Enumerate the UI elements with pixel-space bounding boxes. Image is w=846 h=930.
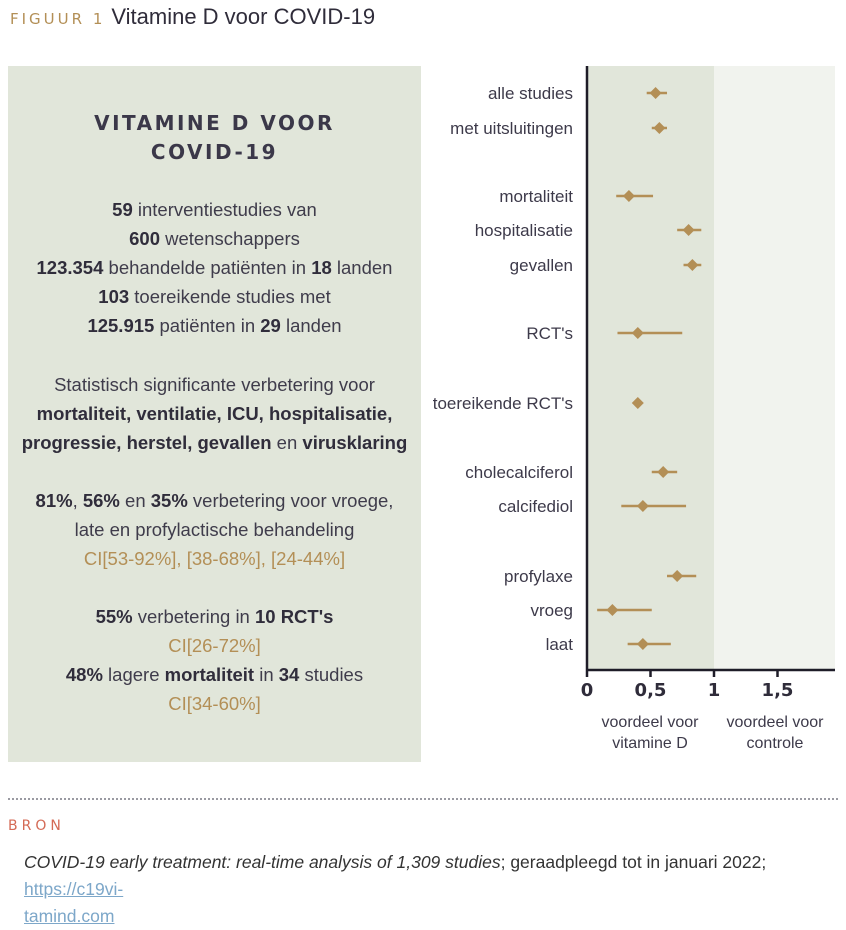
- panel-title-line2: COVID-19: [150, 140, 279, 164]
- summary-panel: VITAMINE D VOOR COVID-19 59 interventies…: [8, 66, 421, 762]
- row-label: vroeg: [530, 601, 573, 620]
- estimate-marker: [671, 570, 684, 582]
- improvement-ci: CI[53-92%], [38-68%], [24-44%]: [83, 548, 346, 569]
- row-label: gevallen: [510, 256, 573, 275]
- row-label: hospitalisatie: [475, 221, 573, 240]
- row-label: laat: [546, 635, 574, 654]
- xlabel-left-line1: voordeel voor: [602, 714, 700, 731]
- forest-plot: alle studies met uitsluitingen mortaliteit…: [433, 66, 835, 752]
- estimate-marker: [686, 259, 699, 271]
- panel-title-line1: VITAMINE D VOOR: [94, 111, 335, 135]
- x-ticks: 0 0,5 1 1,5: [581, 670, 794, 701]
- row-label: mortaliteit: [499, 187, 573, 206]
- estimate-marker: [649, 87, 662, 99]
- x-tick-label: 0,5: [635, 680, 667, 701]
- estimate-marker: [622, 190, 635, 202]
- x-tick-label: 1: [708, 680, 721, 701]
- stat-studies: 59 interventiestudies van: [112, 199, 317, 220]
- stat-sufficient-studies: 103 toereikende studies met: [98, 286, 331, 307]
- mortality-ci: CI[34-60%]: [168, 693, 261, 714]
- forest-rows: alle studies met uitsluitingen mortaliteit…: [433, 84, 702, 654]
- significant-intro: Statistisch significante verbetering voo…: [54, 374, 375, 395]
- source-link[interactable]: https://c19vi-tamind.com: [24, 879, 124, 926]
- row-label: calcifediol: [498, 497, 573, 516]
- estimate-marker: [631, 327, 644, 339]
- estimate-marker: [653, 122, 666, 134]
- source-citation: COVID-19 early treatment: real-time anal…: [24, 849, 839, 930]
- source-title: COVID-19 early treatment: real-time anal…: [24, 852, 501, 872]
- stat-sufficient-patients: 125.915 patiënten in 29 landen: [87, 315, 342, 336]
- stat-authors: 600 wetenschappers: [129, 228, 300, 249]
- estimate-marker: [636, 500, 649, 512]
- figure-title: FIGUUR 1 Vitamine D voor COVID-19: [10, 4, 375, 30]
- row-label: met uitsluitingen: [450, 119, 573, 138]
- xlabel-right-line1: voordeel voor: [727, 714, 825, 731]
- estimate-marker: [631, 397, 644, 409]
- rct-ci: CI[26-72%]: [168, 635, 261, 656]
- benefit-zone: [587, 66, 714, 670]
- row-label: toereikende RCT's: [433, 394, 573, 413]
- improvement-line2: late en profylactische behandeling: [74, 519, 355, 540]
- stat-patients: 123.354 behandelde patiënten in 18 lande…: [36, 257, 393, 278]
- x-tick-label: 1,5: [762, 680, 794, 701]
- source-accessed: ; geraadpleegd tot in januari 2022;: [500, 852, 767, 872]
- improvement-line1: 81%, 56% en 35% verbetering voor vroege,: [35, 490, 394, 511]
- x-tick-label: 0: [581, 680, 594, 701]
- estimate-marker: [657, 466, 670, 478]
- row-label: cholecalciferol: [465, 463, 573, 482]
- estimate-marker: [606, 604, 619, 616]
- panel-title: VITAMINE D VOOR COVID-19: [8, 109, 421, 167]
- xlabel-left-line2: vitamine D: [612, 735, 688, 752]
- estimate-marker: [682, 224, 695, 236]
- significant-items-line1: mortaliteit, ventilatie, ICU, hospitalis…: [36, 403, 393, 424]
- xlabel-right-line2: controle: [747, 735, 804, 752]
- mortality-line: 48% lagere mortaliteit in 34 studies: [65, 664, 364, 685]
- significant-items-line2: progressie, herstel, gevallen en viruskl…: [21, 432, 408, 453]
- estimate-marker: [636, 638, 649, 650]
- source-header: BRON: [8, 818, 65, 834]
- row-label: profylaxe: [504, 567, 573, 586]
- divider: [8, 798, 838, 800]
- figure-heading: Vitamine D voor COVID-19: [111, 4, 376, 29]
- figure-label: FIGUUR 1: [10, 10, 106, 28]
- row-label: RCT's: [526, 324, 573, 343]
- control-zone: [714, 66, 835, 670]
- rct-line: 55% verbetering in 10 RCT's: [95, 606, 334, 627]
- row-label: alle studies: [488, 84, 573, 103]
